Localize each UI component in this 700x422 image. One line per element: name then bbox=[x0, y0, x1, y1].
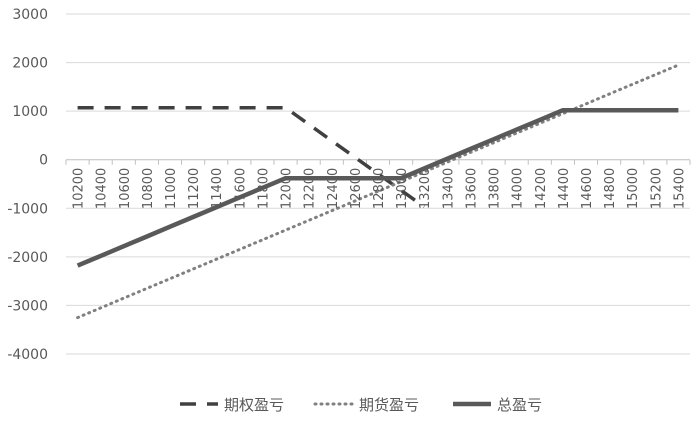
x-tick-label: 12400 bbox=[326, 168, 341, 209]
x-tick-label: 11000 bbox=[164, 168, 179, 209]
x-tick-label: 14200 bbox=[534, 168, 549, 209]
x-tick-label: 13200 bbox=[418, 168, 433, 209]
x-tick-label: 13600 bbox=[464, 168, 479, 209]
y-tick-label: -4000 bbox=[7, 347, 48, 363]
x-tick-label: 11600 bbox=[233, 168, 248, 209]
x-tick-label: 14400 bbox=[557, 168, 572, 209]
y-tick-label: 1000 bbox=[12, 104, 48, 120]
series-line-2 bbox=[76, 107, 679, 268]
gridlines bbox=[66, 13, 690, 355]
x-tick-label: 12000 bbox=[280, 168, 295, 209]
x-tick-label: 10200 bbox=[72, 168, 87, 209]
y-tick-label: -2000 bbox=[7, 250, 48, 266]
legend: 期权盈亏 期货盈亏 总盈亏 bbox=[180, 396, 542, 414]
x-tick-label: 12600 bbox=[349, 168, 364, 209]
legend-label-2: 总盈亏 bbox=[497, 396, 542, 414]
x-tick-label: 15400 bbox=[672, 168, 687, 209]
y-tick-label: 3000 bbox=[12, 7, 48, 23]
x-tick-label: 11200 bbox=[187, 168, 202, 209]
x-tick-label: 14600 bbox=[580, 168, 595, 209]
x-tick-label: 12200 bbox=[303, 168, 318, 209]
x-axis-line bbox=[65, 159, 691, 165]
x-tick-label: 15000 bbox=[626, 168, 641, 209]
y-axis-ticks: 3000 2000 1000 0 -1000 -2000 -3000 -4000 bbox=[7, 7, 48, 363]
series-line-1 bbox=[76, 63, 680, 320]
y-tick-label: -1000 bbox=[7, 201, 48, 217]
x-tick-label: 11400 bbox=[210, 168, 225, 209]
x-axis-ticks: 10200 10400 10600 10800 11000 11200 11400 11600… bbox=[72, 168, 688, 209]
legend-label-0: 期权盈亏 bbox=[224, 396, 284, 414]
x-tick-label: 13000 bbox=[395, 168, 410, 209]
y-tick-label: 0 bbox=[39, 153, 48, 169]
x-tick-label: 10600 bbox=[118, 168, 133, 209]
x-tick-label: 10800 bbox=[141, 168, 156, 209]
y-tick-label: 2000 bbox=[12, 56, 48, 72]
x-tick-label: 14000 bbox=[511, 168, 526, 209]
x-tick-label: 11800 bbox=[256, 168, 271, 209]
x-tick-label: 15200 bbox=[649, 168, 664, 209]
x-tick-label: 13800 bbox=[488, 168, 503, 209]
series-line-0 bbox=[77, 105, 426, 209]
x-tick-label: 10400 bbox=[95, 168, 110, 209]
x-tick-label: 14800 bbox=[603, 168, 618, 209]
y-tick-label: -3000 bbox=[7, 298, 48, 314]
x-tick-label: 13400 bbox=[441, 168, 456, 209]
series-lines bbox=[76, 63, 680, 320]
x-tick-label: 12800 bbox=[372, 168, 387, 209]
legend-label-1: 期货盈亏 bbox=[359, 396, 419, 414]
